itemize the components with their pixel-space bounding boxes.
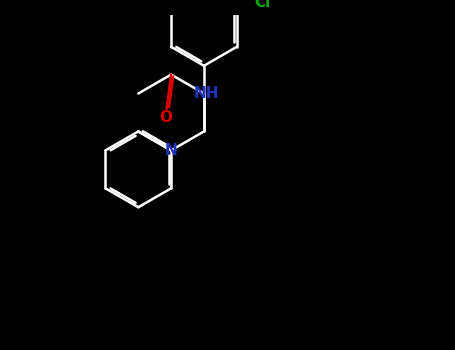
Text: N: N bbox=[165, 143, 177, 158]
Text: Cl: Cl bbox=[254, 0, 271, 10]
Text: O: O bbox=[159, 110, 172, 125]
Text: NH: NH bbox=[193, 86, 219, 101]
